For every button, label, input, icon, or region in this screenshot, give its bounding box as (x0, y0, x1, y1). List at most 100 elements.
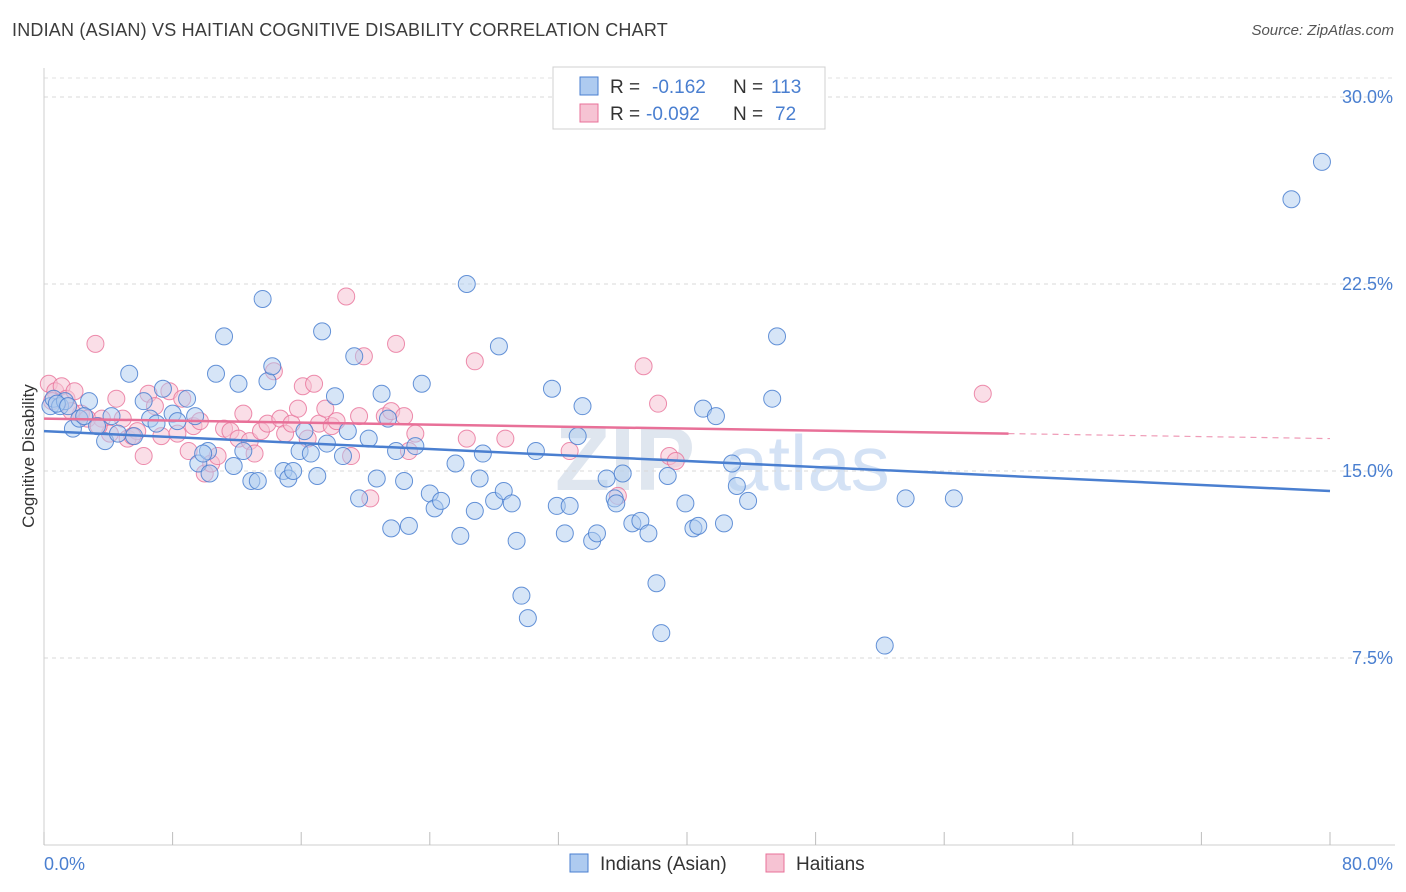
indian-point (507, 531, 526, 550)
indian-point (597, 469, 616, 488)
legend-r-value-1: -0.162 (652, 77, 706, 98)
indian-point (263, 357, 282, 376)
indian-point (875, 636, 894, 655)
indian-point (80, 392, 99, 411)
haitian-point (387, 334, 406, 353)
haitian-point (649, 394, 668, 413)
indian-point (727, 476, 746, 495)
haitian-point (86, 334, 105, 353)
haitians-trend-extension (1008, 433, 1331, 440)
haitian-point (107, 389, 126, 408)
indian-point (465, 501, 484, 520)
trend-lines (43, 417, 1331, 493)
indian-point (367, 469, 386, 488)
indian-point (706, 407, 725, 426)
indian-point (333, 447, 352, 466)
indian-point (714, 514, 733, 533)
indian-point (676, 494, 695, 513)
indian-point (446, 454, 465, 473)
indian-point (451, 526, 470, 545)
indian-point (560, 496, 579, 515)
indian-point (248, 471, 267, 490)
x-tick-label-end: 80.0% (1342, 854, 1393, 874)
correlation-legend: R = -0.162 N = 113 R = -0.092 N = 72 (552, 66, 826, 130)
indian-point (607, 494, 626, 513)
indian-point (59, 397, 78, 416)
legend-n-value-1: 113 (771, 77, 801, 98)
indian-point (613, 464, 632, 483)
indian-point (295, 422, 314, 441)
haitian-point (305, 374, 324, 393)
indian-point (647, 574, 666, 593)
legend-r-label-2: R = (610, 104, 640, 125)
indian-point (200, 464, 219, 483)
indian-point (406, 437, 425, 456)
haitian-point (134, 447, 153, 466)
indian-point (284, 462, 303, 480)
indian-point (457, 275, 476, 293)
indian-point (526, 442, 545, 461)
y-tick-labels: 7.5% 15.0% 22.5% 30.0% (1342, 87, 1393, 668)
indian-point (215, 327, 234, 346)
indian-point (194, 444, 213, 463)
indian-point (134, 392, 153, 411)
indian-point (763, 389, 782, 408)
y-tick-label: 15.0% (1342, 461, 1393, 481)
indian-point (502, 494, 521, 513)
haitian-point (465, 352, 484, 371)
haitian-point (234, 404, 253, 423)
series-label-indians: Indians (Asian) (600, 854, 727, 875)
indian-point (224, 457, 243, 476)
indian-point (308, 466, 327, 485)
indian-point (253, 289, 272, 308)
indian-point (178, 389, 197, 408)
indian-point (652, 624, 671, 643)
axes (43, 68, 1395, 846)
indians-points (41, 152, 1331, 655)
haitians-trend-line (43, 417, 1009, 435)
indian-point (229, 374, 248, 393)
indian-point (258, 372, 277, 391)
indian-point (658, 466, 677, 485)
grid-lines (44, 77, 1395, 659)
indian-point (350, 489, 369, 508)
indian-point (518, 609, 537, 628)
indian-point (573, 397, 592, 416)
y-tick-label: 30.0% (1342, 87, 1393, 107)
indian-point (432, 491, 451, 510)
indian-point (382, 519, 401, 538)
indian-point (1312, 152, 1331, 171)
indian-point (207, 364, 226, 383)
haitian-point (457, 429, 476, 448)
indian-point (473, 444, 492, 463)
haitian-point (327, 412, 346, 431)
haitian-point (350, 407, 369, 426)
source-label: Source: ZipAtlas.com (1251, 22, 1394, 39)
indian-point (147, 414, 166, 433)
indian-point (395, 471, 414, 490)
indian-point (338, 422, 357, 441)
indian-point (489, 337, 508, 356)
indian-point (768, 327, 787, 346)
haitian-point (337, 287, 356, 306)
indian-point (896, 489, 915, 508)
indian-point (639, 524, 658, 543)
indian-point (512, 586, 531, 605)
indian-point (542, 379, 561, 398)
indians-trend-line (43, 429, 1331, 493)
legend-swatch-pink (579, 103, 599, 123)
legend-n-label-1: N = (733, 77, 763, 98)
indian-point (120, 364, 139, 383)
series-legend: Indians (Asian) Haitians (569, 853, 865, 875)
indian-point (102, 407, 121, 426)
chart-title: INDIAN (ASIAN) VS HAITIAN COGNITIVE DISA… (12, 20, 668, 40)
indian-point (739, 491, 758, 510)
haitian-point (496, 429, 515, 448)
x-tick-label-start: 0.0% (44, 854, 85, 874)
legend-r-value-2: -0.092 (646, 104, 700, 125)
indian-point (359, 429, 378, 448)
indian-point (555, 524, 574, 543)
haitian-point (395, 407, 414, 426)
series-swatch-haitians (765, 853, 785, 873)
